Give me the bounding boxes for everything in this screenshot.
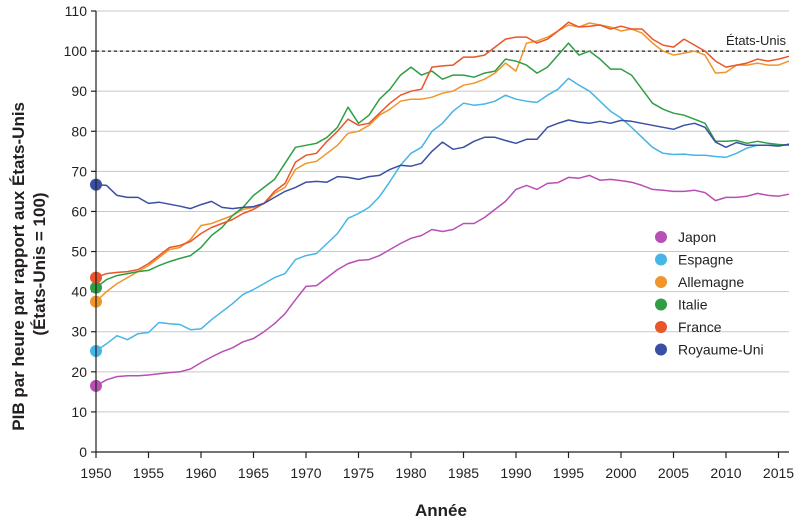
legend-marker-italie bbox=[655, 298, 667, 311]
y-axis-title-line-1: PIB par heure par rapport aux États-Unis bbox=[9, 102, 28, 431]
legend-marker-japon bbox=[655, 231, 667, 243]
x-tick-label-2010: 2010 bbox=[710, 465, 741, 481]
series-group bbox=[90, 21, 790, 392]
series-line-japon bbox=[95, 174, 790, 387]
y-tick-label-30: 30 bbox=[71, 324, 87, 340]
x-tick-label-1975: 1975 bbox=[343, 465, 374, 481]
x-tick-label-1955: 1955 bbox=[133, 465, 164, 481]
series-line-allemagne bbox=[95, 22, 790, 303]
y-axis-title: PIB par heure par rapport aux États-Unis… bbox=[9, 97, 49, 430]
legend-marker-allemagne bbox=[655, 276, 667, 288]
reference-line-label: États-Unis bbox=[726, 33, 786, 48]
x-axis-ticks: 1950 1955 1960 1965 1970 1975 1980 1985 1990 1995… bbox=[80, 452, 794, 481]
x-tick-label-1960: 1960 bbox=[185, 465, 216, 481]
x-tick-label-1965: 1965 bbox=[238, 465, 269, 481]
legend-label-espagne: Espagne bbox=[678, 252, 733, 268]
legend-label-allemagne: Allemagne bbox=[678, 274, 744, 290]
y-tick-label-40: 40 bbox=[71, 284, 87, 300]
y-tick-label-10: 10 bbox=[71, 404, 87, 420]
x-tick-label-1970: 1970 bbox=[290, 465, 321, 481]
legend: Japon Espagne Allemagne Italie France Royaume… bbox=[655, 229, 764, 358]
x-tick-label-1990: 1990 bbox=[500, 465, 531, 481]
series-line-royaume-uni bbox=[95, 119, 790, 210]
x-tick-label-1950: 1950 bbox=[80, 465, 111, 481]
x-tick-label-1985: 1985 bbox=[448, 465, 479, 481]
legend-label-france: France bbox=[678, 319, 722, 335]
legend-marker-espagne bbox=[655, 253, 667, 266]
legend-label-japon: Japon bbox=[678, 229, 716, 245]
series-line-espagne bbox=[95, 77, 790, 352]
legend-label-italie: Italie bbox=[678, 297, 708, 313]
x-tick-label-2015: 2015 bbox=[763, 465, 794, 481]
x-tick-label-1980: 1980 bbox=[395, 465, 426, 481]
legend-marker-royaume-uni bbox=[655, 343, 667, 356]
y-axis-title-line-2: (États-Unis = 100) bbox=[30, 192, 49, 335]
y-tick-label-110: 110 bbox=[65, 3, 88, 19]
legend-label-royaume-uni: Royaume-Uni bbox=[678, 342, 764, 358]
y-tick-label-50: 50 bbox=[71, 244, 87, 260]
y-tick-label-20: 20 bbox=[71, 364, 87, 380]
series-line-italie bbox=[95, 42, 790, 289]
series-line-france bbox=[95, 21, 790, 279]
x-tick-label-2005: 2005 bbox=[658, 465, 689, 481]
legend-marker-france bbox=[655, 321, 667, 333]
y-tick-label-70: 70 bbox=[71, 163, 87, 179]
y-tick-label-60: 60 bbox=[71, 203, 87, 219]
y-tick-label-100: 100 bbox=[64, 43, 88, 59]
x-axis-title: Année bbox=[415, 501, 467, 520]
y-axis-ticks: 0 10 20 30 40 50 60 70 80 90 100 110 bbox=[64, 3, 96, 460]
y-tick-label-0: 0 bbox=[79, 444, 87, 460]
x-tick-label-2000: 2000 bbox=[605, 465, 636, 481]
x-tick-label-1995: 1995 bbox=[553, 465, 584, 481]
y-tick-label-80: 80 bbox=[71, 123, 87, 139]
y-tick-label-90: 90 bbox=[71, 83, 87, 99]
